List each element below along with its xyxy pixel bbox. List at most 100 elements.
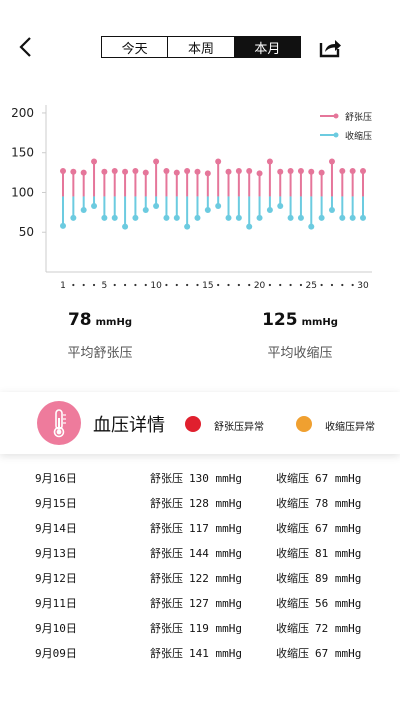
legend-label: 舒张压 <box>345 111 372 123</box>
record-row: 9月10日 舒张压 119 mmHg 收缩压 72 mmHg <box>0 616 400 641</box>
diastolic-point <box>246 168 253 175</box>
record-diastolic: 舒张压 127 mmHg <box>150 595 242 611</box>
record-diastolic-value: 117 mmHg <box>189 522 242 535</box>
x-tick-dot <box>123 283 127 287</box>
x-tick-label: 1 <box>60 281 66 291</box>
systolic-point <box>194 214 201 221</box>
systolic-point <box>70 214 77 221</box>
diastolic-abnormal-label: 舒张压异常 <box>214 422 264 433</box>
diastolic-point <box>70 168 77 175</box>
diastolic-point <box>225 168 232 175</box>
diastolic-point <box>184 168 191 175</box>
systolic-point <box>266 206 273 213</box>
x-tick-dot <box>144 283 147 287</box>
record-diastolic-label: 舒张压 <box>150 547 183 560</box>
legend-label: 收缩压 <box>345 130 372 142</box>
record-diastolic-label: 舒张压 <box>150 597 183 610</box>
systolic-average-unit: mmHg <box>301 317 338 328</box>
record-systolic-label: 收缩压 <box>276 622 309 635</box>
systolic-average-label: 平均收缩压 <box>267 346 333 361</box>
share-icon[interactable] <box>318 35 342 59</box>
diastolic-point <box>194 168 201 175</box>
chevron-left-icon[interactable] <box>14 35 38 59</box>
record-row: 9月12日 舒张压 122 mmHg 收缩压 89 mmHg <box>0 566 400 591</box>
record-row: 9月13日 舒张压 144 mmHg 收缩压 81 mmHg <box>0 541 400 566</box>
diastolic-point <box>266 158 273 165</box>
record-systolic: 收缩压 67 mmHg <box>276 645 361 661</box>
record-date: 9月13日 <box>35 547 77 560</box>
systolic-point <box>173 214 180 221</box>
record-diastolic: 舒张压 130 mmHg <box>150 470 242 486</box>
systolic-point <box>101 214 108 221</box>
systolic-point <box>163 214 170 221</box>
diastolic-point <box>328 158 335 165</box>
record-systolic: 收缩压 56 mmHg <box>276 595 361 611</box>
systolic-point <box>184 223 191 230</box>
systolic-point <box>142 206 149 213</box>
record-diastolic-value: 127 mmHg <box>189 597 242 610</box>
systolic-point <box>277 202 284 209</box>
record-diastolic-value: 144 mmHg <box>189 547 242 560</box>
x-tick-dot <box>330 283 334 287</box>
record-date: 9月10日 <box>35 622 77 635</box>
x-tick-dot <box>289 283 292 287</box>
detail-title: 血压详情 <box>93 415 165 436</box>
record-row: 9月09日 舒张压 141 mmHg 收缩压 67 mmHg <box>0 641 400 666</box>
record-diastolic-value: 119 mmHg <box>189 622 242 635</box>
record-row: 9月16日 舒张压 130 mmHg 收缩压 67 mmHg <box>0 466 400 491</box>
y-tick-label: 50 <box>19 225 34 239</box>
record-systolic-value: 67 mmHg <box>315 647 362 660</box>
x-tick-dot <box>72 283 75 287</box>
x-tick-dot <box>227 283 230 287</box>
diastolic-point <box>287 168 294 175</box>
diastolic-point <box>60 168 66 175</box>
record-systolic-value: 67 mmHg <box>315 472 362 485</box>
systolic-point <box>80 206 87 213</box>
record-diastolic: 舒张压 144 mmHg <box>150 545 242 561</box>
x-tick-dot <box>92 283 96 287</box>
diastolic-point <box>142 169 149 176</box>
diastolic-point <box>349 168 356 175</box>
diastolic-average-value: 78 <box>67 310 92 330</box>
systolic-point <box>318 214 325 221</box>
diastolic-abnormal-dot <box>185 416 201 432</box>
systolic-point <box>132 214 139 221</box>
tab-week[interactable]: 本周 <box>168 37 235 57</box>
record-diastolic: 舒张压 122 mmHg <box>150 570 242 586</box>
diastolic-point <box>173 169 180 176</box>
systolic-average-value: 125 <box>262 310 298 330</box>
diastolic-point <box>101 168 108 175</box>
systolic-point <box>235 214 242 221</box>
record-systolic: 收缩压 78 mmHg <box>276 495 361 511</box>
systolic-point <box>339 214 346 221</box>
diastolic-point <box>256 170 263 177</box>
legend-marker <box>333 113 339 119</box>
tab-today[interactable]: 今天 <box>102 37 169 57</box>
diastolic-point <box>153 158 160 165</box>
x-tick-dot <box>341 283 344 287</box>
diastolic-point <box>204 170 211 177</box>
tab-month[interactable]: 本月 <box>234 37 300 57</box>
record-systolic-value: 89 mmHg <box>315 572 362 585</box>
x-tick-dot <box>113 283 116 287</box>
record-systolic-label: 收缩压 <box>276 472 309 485</box>
systolic-point <box>287 214 294 221</box>
x-tick-label: 10 <box>150 281 162 291</box>
record-diastolic-value: 130 mmHg <box>189 472 242 485</box>
diastolic-point <box>111 168 118 175</box>
diastolic-point <box>318 169 325 176</box>
diastolic-point <box>297 168 304 175</box>
systolic-point <box>349 214 356 221</box>
record-systolic-label: 收缩压 <box>276 647 309 660</box>
diastolic-point <box>308 168 315 175</box>
diastolic-average: 78 mmHg 平均舒张压 <box>0 310 200 361</box>
record-systolic-label: 收缩压 <box>276 522 309 535</box>
y-tick-label: 100 <box>11 185 34 199</box>
systolic-abnormal-dot <box>296 416 312 432</box>
record-diastolic-label: 舒张压 <box>150 522 183 535</box>
record-diastolic-label: 舒张压 <box>150 622 183 635</box>
systolic-point <box>225 214 232 221</box>
diastolic-average-unit: mmHg <box>95 317 133 328</box>
record-diastolic: 舒张压 141 mmHg <box>150 645 242 661</box>
x-tick-dot <box>268 283 271 287</box>
